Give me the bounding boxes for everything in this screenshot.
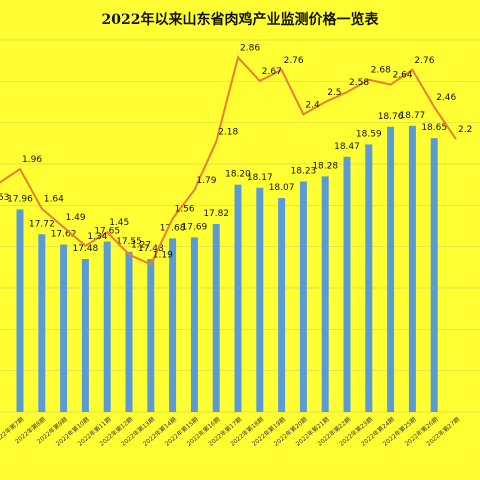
bar <box>343 156 351 412</box>
bar-label: 17.68 <box>160 223 186 233</box>
line-label: 2.64 <box>393 71 413 81</box>
bar-label: 18.59 <box>356 129 382 139</box>
bar-label: 18.28 <box>312 161 338 171</box>
bar-label: 18.65 <box>421 123 447 133</box>
chart-title: 2022年以来山东省肉鸡产业监测价格一览表 <box>102 11 380 28</box>
line-label: 1.27 <box>131 241 151 251</box>
line-label: 2.67 <box>262 67 282 77</box>
bar-label: 18.47 <box>334 142 360 152</box>
bar <box>125 251 133 412</box>
bar-data-labels: 17.9617.7217.6217.4817.6517.5517.4817.68… <box>7 111 447 254</box>
line-label: 1.96 <box>22 155 42 165</box>
line-label: 1.45 <box>109 218 129 228</box>
bar-label: 18.20 <box>225 170 251 180</box>
line-label: 2.5 <box>327 88 341 98</box>
bar-label: 18.07 <box>269 183 295 193</box>
bar <box>38 234 46 412</box>
bar-label: 17.55 <box>116 237 142 247</box>
bar-label: 17.48 <box>73 244 99 254</box>
bar-label: 17.96 <box>7 194 33 204</box>
bar-label: 17.48 <box>138 244 164 254</box>
bar-series <box>16 125 438 413</box>
line-label: 2.2 <box>458 125 472 135</box>
line-label: 2.68 <box>371 66 391 76</box>
bar-label: 17.82 <box>203 209 229 219</box>
line-label: 1.34 <box>87 232 107 242</box>
line-label: 2.46 <box>436 93 456 103</box>
bar-label: 17.69 <box>182 222 208 232</box>
line-label: 2.76 <box>414 56 434 66</box>
bar <box>387 126 395 413</box>
line-data-labels: 1.96 1.641.491.341.45 1.271.19 1.56 1.79 2.18… <box>22 43 472 260</box>
line-label: 1.56 <box>175 205 195 215</box>
line-label: 1.19 <box>153 250 173 260</box>
bar <box>430 138 438 412</box>
line-label: 1.49 <box>66 213 86 223</box>
line-series <box>0 55 457 266</box>
line-label: 2.76 <box>284 56 304 66</box>
bar <box>408 125 416 413</box>
line-label: 2.86 <box>240 43 260 53</box>
line-label: 1.79 <box>196 176 216 186</box>
line-label: 2.18 <box>218 128 238 138</box>
bar-label: 17.72 <box>29 219 55 229</box>
edge-data-label: 53 <box>0 193 9 203</box>
bar <box>103 241 111 412</box>
line-label: 2.58 <box>349 78 369 88</box>
bar <box>234 184 242 412</box>
line-label: 1.64 <box>44 195 64 205</box>
bar <box>321 176 329 412</box>
bar-label: 17.62 <box>51 230 77 240</box>
line-label: 2.4 <box>305 100 320 110</box>
bar <box>365 144 373 412</box>
bar <box>60 244 68 412</box>
bar-label: 18.23 <box>291 167 317 177</box>
bar <box>190 237 198 412</box>
bar <box>299 181 307 412</box>
bar-label: 18.77 <box>400 111 426 121</box>
bar <box>81 259 89 412</box>
bar-label: 18.17 <box>247 173 273 183</box>
bar-label: 18.76 <box>378 112 404 122</box>
line-path <box>0 55 457 266</box>
bar <box>147 259 155 412</box>
bar <box>278 198 286 412</box>
bar <box>169 238 177 412</box>
bar <box>256 187 264 412</box>
bar <box>16 209 24 412</box>
bar <box>212 223 220 412</box>
